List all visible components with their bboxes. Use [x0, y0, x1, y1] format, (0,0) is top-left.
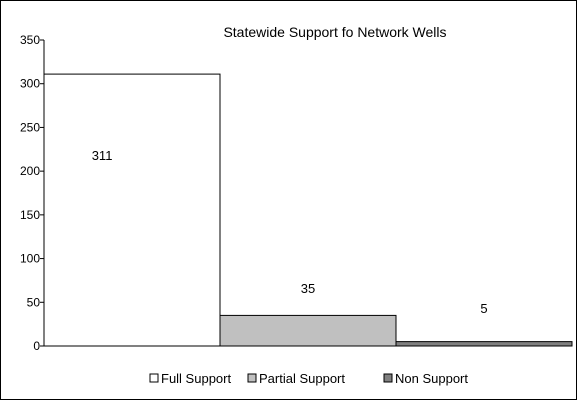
- y-tick-label: 350: [20, 33, 40, 47]
- legend-swatch: [149, 373, 159, 383]
- y-tick-label: 250: [20, 120, 40, 134]
- legend-swatch: [247, 373, 257, 383]
- chart-title: Statewide Support fo Network Wells: [223, 24, 446, 40]
- data-label: 35: [301, 281, 315, 296]
- bar-full-support: [43, 73, 221, 347]
- legend-label: Full Support: [161, 371, 231, 386]
- y-tick-label: 200: [20, 164, 40, 178]
- legend: Full Support Partial Support Non Support: [149, 371, 468, 386]
- data-label: 311: [92, 148, 113, 163]
- bars: [43, 73, 573, 347]
- data-label: 5: [480, 301, 487, 316]
- bar-partial-support: [219, 314, 397, 347]
- y-tick-label: 100: [20, 252, 40, 266]
- y-tick-label: 50: [27, 295, 41, 309]
- legend-label: Partial Support: [259, 371, 345, 386]
- bar-non-support: [395, 341, 573, 347]
- y-tick-label: 150: [20, 208, 40, 222]
- y-tick-label: 0: [33, 339, 40, 353]
- y-tick-label: 300: [20, 77, 40, 91]
- legend-label: Non Support: [395, 371, 468, 386]
- data-labels: 311 35 5: [92, 148, 488, 316]
- legend-swatch: [383, 373, 393, 383]
